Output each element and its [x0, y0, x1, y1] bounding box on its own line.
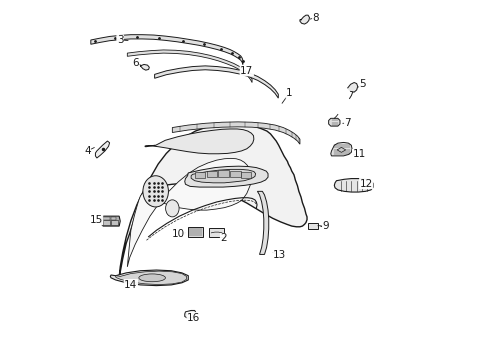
Polygon shape — [348, 82, 358, 92]
Bar — [188, 227, 203, 237]
Text: 9: 9 — [322, 221, 329, 231]
Polygon shape — [127, 50, 252, 82]
Ellipse shape — [166, 200, 179, 217]
Polygon shape — [101, 216, 120, 226]
Text: 3: 3 — [117, 35, 123, 45]
Text: 2: 2 — [220, 234, 227, 243]
Polygon shape — [141, 64, 149, 70]
Text: 5: 5 — [359, 79, 366, 89]
Bar — [308, 222, 318, 229]
Polygon shape — [91, 35, 243, 64]
Bar — [242, 172, 251, 178]
Ellipse shape — [143, 176, 169, 207]
Text: 14: 14 — [124, 280, 138, 289]
Text: 12: 12 — [360, 179, 373, 189]
Polygon shape — [331, 143, 352, 156]
Text: 1: 1 — [286, 88, 293, 98]
Polygon shape — [300, 15, 310, 24]
Polygon shape — [337, 147, 345, 152]
Text: 17: 17 — [240, 66, 253, 76]
Bar — [103, 220, 110, 225]
Polygon shape — [110, 270, 188, 285]
Text: 4: 4 — [84, 146, 91, 156]
Polygon shape — [334, 179, 373, 192]
Text: 10: 10 — [172, 229, 185, 239]
Polygon shape — [127, 158, 251, 267]
Text: 8: 8 — [313, 13, 319, 23]
Polygon shape — [172, 122, 300, 144]
Polygon shape — [116, 271, 187, 284]
Bar — [207, 171, 218, 177]
Polygon shape — [191, 169, 256, 183]
Text: 15: 15 — [90, 215, 103, 225]
Polygon shape — [96, 141, 110, 158]
Bar — [209, 228, 224, 238]
Bar — [111, 220, 118, 225]
Polygon shape — [119, 123, 307, 278]
Text: 13: 13 — [273, 250, 286, 260]
Bar — [103, 217, 110, 220]
Text: 16: 16 — [187, 312, 200, 323]
Polygon shape — [329, 118, 340, 126]
Text: 11: 11 — [352, 149, 366, 159]
Bar — [195, 172, 205, 178]
Polygon shape — [155, 66, 278, 98]
Ellipse shape — [139, 274, 166, 282]
Text: 7: 7 — [344, 118, 351, 128]
Bar — [219, 170, 229, 177]
Polygon shape — [145, 129, 254, 154]
Polygon shape — [257, 192, 269, 255]
Bar — [111, 217, 116, 220]
Text: 6: 6 — [132, 58, 139, 68]
Polygon shape — [185, 310, 196, 318]
Polygon shape — [185, 166, 268, 187]
Bar — [230, 171, 241, 177]
